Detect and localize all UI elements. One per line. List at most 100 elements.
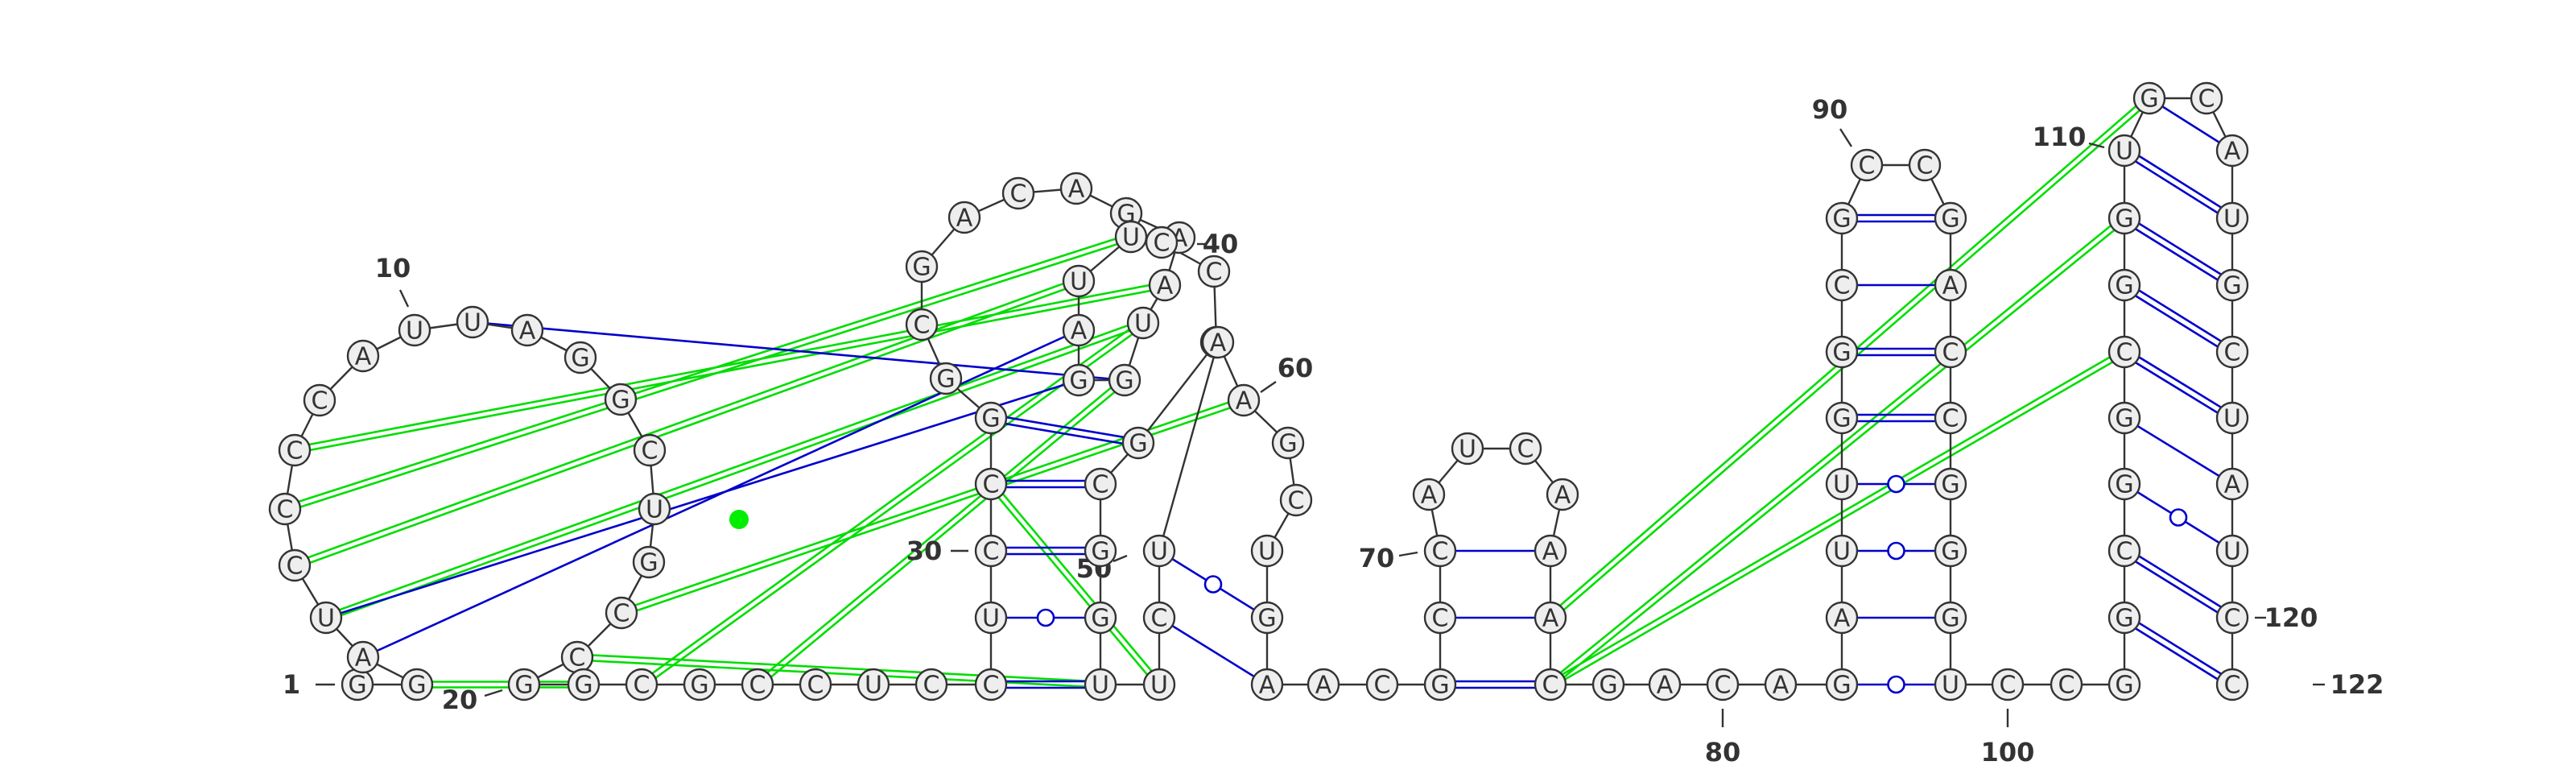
nucleotide-circle [1114, 220, 1148, 254]
nucleotide-letter: G [2115, 272, 2133, 300]
nucleotide-110: U [2107, 134, 2141, 168]
nucleotide-78: G [1591, 668, 1625, 701]
backbone [283, 97, 2234, 686]
nucleotide-121: C [2215, 668, 2249, 701]
pseudoknot-pair-line [577, 653, 1101, 683]
nucleotide-15: C [633, 433, 667, 467]
nucleotide-circle [1509, 432, 1542, 465]
nucleotide-circle [799, 668, 832, 701]
nucleotide-letter: U [1150, 672, 1168, 700]
nucleotide-letter: C [2224, 605, 2241, 633]
nucleotide-circle [2107, 134, 2141, 168]
nucleotide-circle [1423, 601, 1457, 635]
base-pairs [325, 97, 2235, 694]
nucleotide-circle [268, 492, 302, 526]
nucleotide-letter: C [983, 672, 1000, 700]
nucleotide-circle [1648, 668, 1682, 701]
nucleotide-55: U [1084, 668, 1117, 701]
nucleotide-circle [2107, 467, 2141, 501]
nucleotide-letter: G [1599, 672, 1617, 700]
nucleotide-circle [2107, 201, 2141, 235]
nucleotide-letter: A [956, 205, 973, 233]
nucleotide-25: C [799, 668, 832, 701]
nucleotide-letter: C [2198, 85, 2215, 114]
nucleotide-120: C [2215, 601, 2249, 635]
nucleotide-circle [1825, 268, 1859, 302]
tertiary-pair-line [325, 379, 1080, 619]
pseudoknot-pair-line [1548, 348, 2124, 684]
position-label-90: 90 [1812, 94, 1848, 125]
nucleotide-108: G [2107, 268, 2141, 302]
nucleotide-circle [1148, 268, 1182, 302]
nucleotide-42: U [1126, 306, 1160, 340]
nucleotide-26: U [857, 668, 890, 701]
nucleotide-letter: C [923, 672, 940, 700]
gu-wobble-marker [1887, 675, 1905, 694]
nucleotide-circle [974, 401, 1008, 435]
nucleotide-circle [346, 640, 380, 674]
nucleotide-67: C [1365, 668, 1399, 701]
nucleotide-54: G [1084, 601, 1117, 635]
nucleotide-letter: U [1122, 224, 1140, 252]
nucleotide-circle [1062, 363, 1096, 397]
nucleotide-circle [1250, 601, 1284, 635]
nucleotide-letter: U [982, 605, 1000, 633]
nucleotide-14: G [604, 383, 638, 416]
nucleotide-118: A [2215, 467, 2249, 501]
nucleotide-circle [2190, 81, 2223, 115]
gc-pair-line [2122, 619, 2231, 689]
nucleotide-circle [1934, 534, 1967, 568]
nucleotide-letter: U [2223, 405, 2241, 433]
nucleotide-letter: C [1154, 230, 1170, 258]
nucleotide-circle [1423, 668, 1457, 701]
gc-pair-line [991, 413, 1139, 441]
position-label-20: 20 [442, 685, 478, 715]
gc-pair-line [990, 420, 1138, 448]
nucleotide-circle [974, 668, 1008, 701]
nucleotide-letter: U [406, 317, 423, 345]
nucleotide-letter: G [2115, 205, 2133, 234]
nucleotide-letter: C [749, 672, 766, 700]
nucleotide-circle [1764, 668, 1798, 701]
nucleotide-circle [1084, 601, 1117, 635]
nucleotide-53: G [1084, 534, 1117, 568]
nucleotide-circle [456, 305, 489, 339]
nucleotide-circle [1142, 668, 1176, 701]
pseudoknot-pair-line [754, 377, 1124, 684]
nucleotide-letter: A [2224, 138, 2241, 166]
pseudoknot-pair-line [326, 325, 1145, 622]
nucleotide-circle [1412, 478, 1446, 511]
nucleotide-letter: A [1210, 329, 1227, 358]
nucleotide-circle [947, 201, 981, 234]
nucleotide-1: G [341, 668, 374, 701]
nucleotide-circle [1271, 426, 1305, 460]
nucleotide-66: A [1307, 668, 1340, 701]
nucleotide-letter: C [312, 387, 328, 416]
gc-pair-line [2122, 287, 2231, 356]
nucleotide-circle [400, 668, 434, 701]
nucleotide-62: C [1279, 483, 1313, 517]
nucleotide-letter: G [1069, 367, 1088, 395]
nucleotide-circle [1059, 172, 1093, 205]
nucleotide-circle [1307, 668, 1340, 701]
nucleotide-circle [2215, 668, 2249, 701]
nucleotide-letter: A [1942, 272, 1959, 300]
nucleotide-letter: A [1554, 482, 1571, 510]
nucleotide-letter: C [1834, 272, 1851, 300]
nucleotide-circle [632, 545, 666, 579]
nucleotide-circle [1825, 601, 1859, 635]
nucleotide-circle [974, 601, 1008, 635]
position-label-tick [1260, 381, 1277, 393]
nucleotide-letter: A [1657, 672, 1674, 700]
nucleotide-letter: G [1091, 605, 1109, 633]
gc-pair-line [2125, 281, 2235, 350]
nucleotide-83: A [1825, 601, 1859, 635]
nucleotide-letter: C [2224, 339, 2241, 367]
nucleotide-letter: U [646, 496, 663, 524]
nucleotide-7: C [278, 433, 312, 467]
nucleotide-31: C [974, 467, 1008, 501]
position-label-10: 10 [375, 253, 411, 283]
pseudoknot-pair-line [293, 277, 1079, 564]
nucleotide-44: G [1062, 363, 1096, 397]
